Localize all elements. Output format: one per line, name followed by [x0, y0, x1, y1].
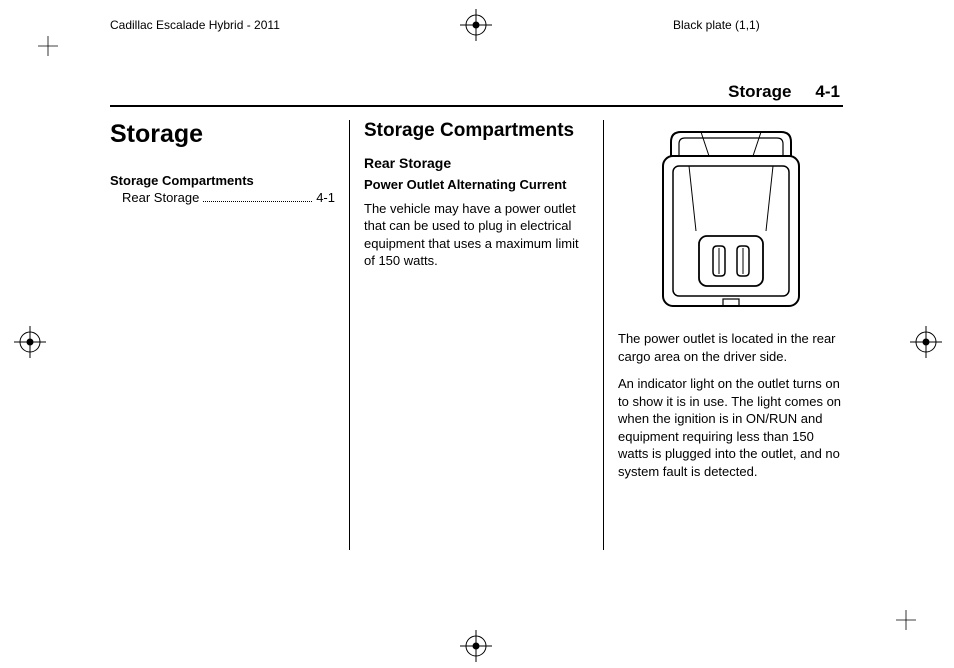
column-3: The power outlet is located in the rear …	[604, 120, 843, 550]
section-header: Storage 4-1	[728, 82, 840, 102]
column-2: Storage Compartments Rear Storage Power …	[350, 120, 603, 550]
section-header-label: Storage	[728, 82, 791, 101]
crop-mark-top-icon	[460, 9, 492, 41]
body-text-1: The vehicle may have a power outlet that…	[364, 200, 589, 270]
crop-mark-bottom-icon	[460, 630, 492, 662]
crop-mark-left-icon	[14, 326, 46, 358]
page: Cadillac Escalade Hybrid - 2011 Black pl…	[0, 0, 954, 668]
toc-entry-page: 4-1	[316, 190, 335, 205]
body-text-3: An indicator light on the outlet turns o…	[618, 375, 843, 480]
heading-storage-compartments: Storage Compartments	[364, 120, 589, 143]
column-1: Storage Storage Compartments Rear Storag…	[110, 120, 349, 550]
toc-entry-label: Rear Storage	[122, 190, 199, 205]
header-left: Cadillac Escalade Hybrid - 2011	[110, 18, 280, 32]
horizontal-rule	[110, 105, 843, 107]
toc-section: Storage Compartments	[110, 173, 335, 188]
corner-mark-tl-icon	[38, 36, 58, 56]
corner-mark-br-icon	[896, 610, 916, 630]
power-outlet-figure	[651, 126, 811, 316]
section-header-number: 4-1	[815, 82, 840, 101]
heading-power-outlet: Power Outlet Alternating Current	[364, 177, 589, 194]
content: Storage Storage Compartments Rear Storag…	[110, 120, 843, 550]
heading-rear-storage: Rear Storage	[364, 155, 589, 171]
page-title: Storage	[110, 120, 335, 149]
header-right: Black plate (1,1)	[673, 18, 760, 32]
crop-mark-right-icon	[910, 326, 942, 358]
body-text-2: The power outlet is located in the rear …	[618, 330, 843, 365]
toc-entry: Rear Storage 4-1	[110, 190, 335, 205]
toc-dots	[203, 201, 312, 202]
